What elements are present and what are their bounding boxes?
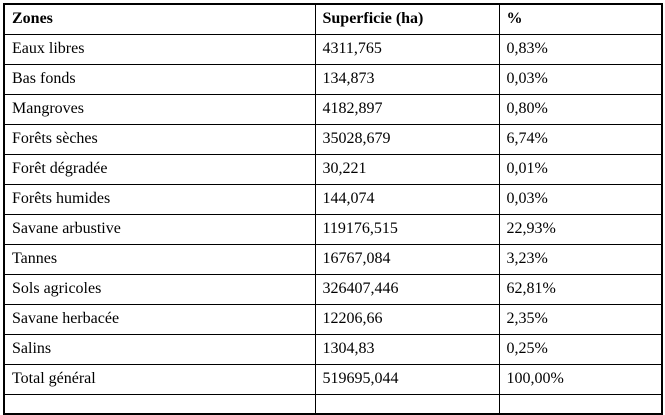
table-row: Savane herbacée 12206,66 2,35%: [3, 303, 663, 335]
percent-cell: 0,80%: [498, 93, 663, 125]
zone-cell: Forêts humides: [3, 183, 316, 215]
table-row: Salins 1304,83 0,25%: [3, 333, 663, 365]
table-row: Bas fonds 134,873 0,03%: [3, 63, 663, 95]
superficie-cell: 16767,084: [314, 243, 500, 275]
table-row: Forêt dégradée 30,221 0,01%: [3, 153, 663, 185]
zone-cell: Forêt dégradée: [3, 153, 316, 185]
header-cell-zones: Zones: [3, 3, 316, 35]
document-page: Zones Superficie (ha) % Eaux libres 4311…: [3, 3, 663, 415]
percent-cell: 0,03%: [498, 183, 663, 215]
superficie-cell: 119176,515: [314, 213, 500, 245]
zone-cell: Tannes: [3, 243, 316, 275]
zone-cell: Sols agricoles: [3, 273, 316, 305]
percent-cell: 0,25%: [498, 333, 663, 365]
table-row-total: Total général 519695,044 100,00%: [3, 363, 663, 395]
table-row: Mangroves 4182,897 0,80%: [3, 93, 663, 125]
superficie-cell: 326407,446: [314, 273, 500, 305]
zone-cell: Mangroves: [3, 93, 316, 125]
percent-cell: 0,83%: [498, 33, 663, 65]
zone-cell: Savane arbustive: [3, 213, 316, 245]
table-row: Savane arbustive 119176,515 22,93%: [3, 213, 663, 245]
percent-cell: 6,74%: [498, 123, 663, 155]
header-cell-superficie: Superficie (ha): [314, 3, 500, 35]
table-row: Eaux libres 4311,765 0,83%: [3, 33, 663, 65]
percent-cell: 3,23%: [498, 243, 663, 275]
superficie-cell: 144,074: [314, 183, 500, 215]
percent-cell: 0,03%: [498, 63, 663, 95]
superficie-cell: 4311,765: [314, 33, 500, 65]
superficie-cell: 519695,044: [314, 363, 500, 395]
table-row-partial: [3, 393, 663, 414]
table-row: Sols agricoles 326407,446 62,81%: [3, 273, 663, 305]
percent-cell: 100,00%: [498, 363, 663, 395]
table-header-row: Zones Superficie (ha) %: [3, 3, 663, 35]
zone-cell: Salins: [3, 333, 316, 365]
percent-cell-empty: [498, 393, 663, 414]
superficie-cell: 30,221: [314, 153, 500, 185]
percent-cell: 2,35%: [498, 303, 663, 335]
superficie-cell: 12206,66: [314, 303, 500, 335]
table-row: Forêts humides 144,074 0,03%: [3, 183, 663, 215]
zone-cell-empty: [3, 393, 316, 414]
zones-table: Zones Superficie (ha) % Eaux libres 4311…: [3, 3, 663, 415]
percent-cell: 22,93%: [498, 213, 663, 245]
zone-cell: Eaux libres: [3, 33, 316, 65]
superficie-cell: 35028,679: [314, 123, 500, 155]
zone-cell: Savane herbacée: [3, 303, 316, 335]
percent-cell: 62,81%: [498, 273, 663, 305]
table-row: Forêts sèches 35028,679 6,74%: [3, 123, 663, 155]
header-cell-percent: %: [498, 3, 663, 35]
superficie-cell: 4182,897: [314, 93, 500, 125]
zone-cell: Bas fonds: [3, 63, 316, 95]
table-row: Tannes 16767,084 3,23%: [3, 243, 663, 275]
zone-cell: Forêts sèches: [3, 123, 316, 155]
superficie-cell: 134,873: [314, 63, 500, 95]
zone-cell: Total général: [3, 363, 316, 395]
percent-cell: 0,01%: [498, 153, 663, 185]
superficie-cell: 1304,83: [314, 333, 500, 365]
superficie-cell-empty: [314, 393, 500, 414]
